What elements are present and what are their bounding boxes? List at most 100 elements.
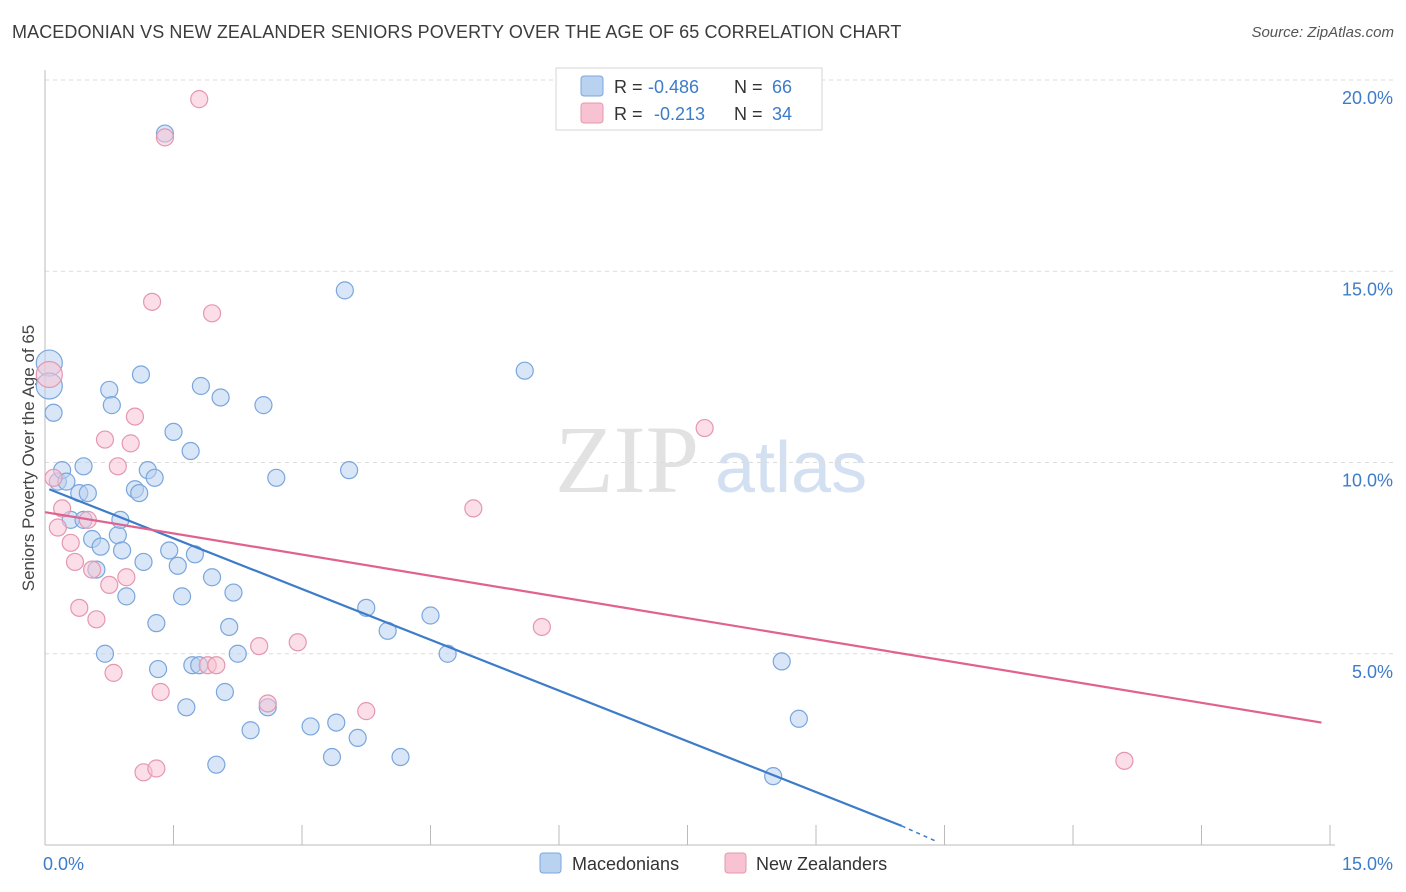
macedonian-point [228,644,247,663]
macedonian-point [78,484,97,503]
gridlines [45,79,1393,655]
new-zealander-point [53,499,72,518]
bottom-legend-swatch-blue [539,852,562,874]
new-zealander-point [87,610,106,629]
new-zealander-point [48,518,67,537]
macedonian-point [95,644,115,663]
macedonian-point [44,403,63,422]
new-zealander-point [250,636,269,656]
macedonians-points [35,124,808,786]
series-legend: Macedonians New Zealanders [539,852,887,874]
legend-swatch-blue [580,75,604,97]
macedonian-point [191,376,211,396]
legend-swatch-pink [580,102,604,124]
new-zealander-point [207,656,226,675]
y-tick-label: 15.0% [1342,279,1393,299]
new-zealander-point [464,499,483,518]
new-zealander-point [100,575,119,595]
legend-n-label-2: N = [734,104,763,124]
new-zealander-point [202,304,222,323]
macedonian-point [772,652,791,671]
macedonian-point [160,541,179,560]
new-zealander-point [142,292,162,311]
y-tick-labels: 5.0% 10.0% 15.0% 20.0% [1342,88,1393,682]
legend-r-label-1: R = [614,77,643,97]
axes [44,70,1335,846]
correlation-legend: R = -0.486 N = 66 R = -0.213 N = 34 [555,67,823,131]
new-zealander-point [121,434,140,453]
macedonian-point [438,644,457,663]
macedonian-point [348,728,367,748]
y-tick-label: 20.0% [1342,88,1393,108]
new-zealander-point [83,560,102,579]
trend-lines [44,488,1322,842]
new-zealander-point [151,682,170,702]
source-label: Source: ZipAtlas.com [1251,24,1394,41]
macedonian-point [134,552,153,572]
macedonian-point [340,461,359,480]
y-axis-title: Seniors Poverty Over the Age of 65 [19,325,38,591]
macedonian-point [202,568,222,587]
macedonian-point [789,709,808,728]
macedonian-point [164,422,183,441]
new-zealander-point [190,90,209,109]
new-zealanders-points [35,90,1134,782]
macedonian-point [215,682,234,702]
bottom-legend-swatch-pink [724,852,747,874]
y-tick-label: 5.0% [1352,662,1393,682]
new-zealander-point [61,533,80,552]
macedonian-point [91,537,110,556]
legend-n-value-2: 34 [772,104,792,124]
macedonian-point [254,396,273,415]
macedonian-point [100,380,119,399]
legend-n-label-1: N = [734,77,763,97]
watermark-atlas: atlas [715,428,867,508]
x-tick-label-right: 15.0% [1342,854,1393,874]
legend-n-value-1: 66 [772,77,792,97]
new-zealander-trend-line [44,511,1322,724]
macedonian-point [168,556,187,575]
new-zealander-point [532,617,551,637]
new-zealander-point [104,663,123,682]
macedonian-point [322,747,342,767]
new-zealander-point [357,702,376,721]
macedonian-point [112,541,132,560]
macedonian-point [147,614,166,633]
bottom-legend-new-zealanders: New Zealanders [756,854,887,874]
legend-r-label-2: R = [614,104,643,124]
macedonian-point [391,747,410,767]
new-zealander-point [1115,751,1134,770]
macedonian-point [515,361,534,380]
macedonian-point [117,587,136,606]
macedonian-point [130,484,149,503]
new-zealander-point [695,418,714,438]
watermark-zip: ZIP [555,406,699,513]
y-tick-label: 10.0% [1342,471,1393,491]
chart-title: MACEDONIAN VS NEW ZEALANDER SENIORS POVE… [12,22,902,42]
x-ticks [44,825,1331,845]
macedonian-point [224,583,243,602]
macedonian-point [148,659,168,679]
macedonian-point [207,755,226,774]
new-zealander-point [258,694,277,713]
macedonian-trend-extension [901,825,937,842]
macedonian-point [145,468,164,487]
macedonian-point [102,396,121,415]
new-zealander-point [35,360,63,389]
macedonian-point [211,388,230,407]
bottom-legend-macedonians: Macedonians [572,854,679,874]
new-zealander-point [147,759,166,778]
new-zealander-point [117,568,136,587]
macedonian-point [74,457,93,476]
new-zealander-point [70,598,89,617]
x-tick-label-left: 0.0% [43,854,84,874]
macedonian-point [421,606,440,625]
new-zealander-point [65,552,85,572]
new-zealander-point [288,633,307,652]
macedonian-point [267,468,286,487]
macedonian-point [177,698,196,717]
macedonian-point [327,713,346,732]
macedonian-point [335,281,354,300]
macedonian-point [181,441,200,461]
